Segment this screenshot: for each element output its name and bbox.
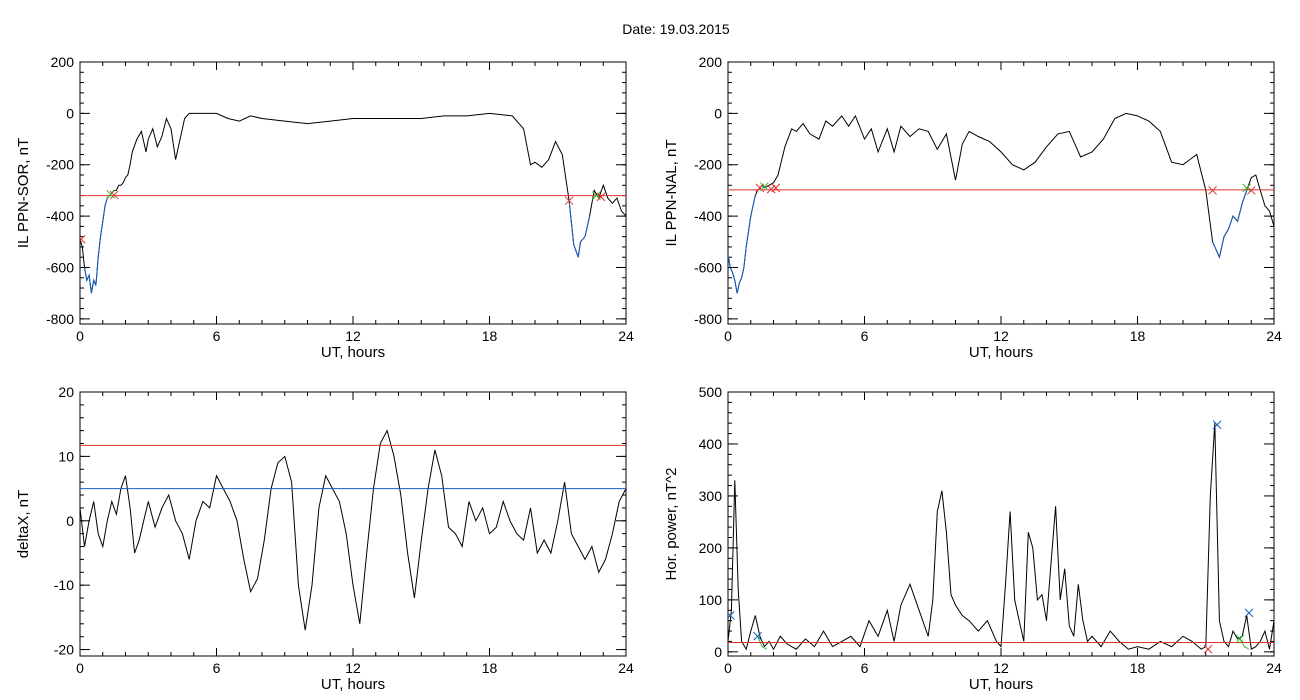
y-axis-label: deltaX, nT — [15, 490, 32, 558]
chart-panel-p4: 0 6 12 18 24 0 100 200 300 400 500 UT, hours Hor. po… — [663, 384, 1282, 693]
data-marker — [1212, 420, 1222, 430]
y-axis-label: IL PPN-NAL, nT — [663, 140, 680, 247]
plot-frame — [727, 391, 1275, 657]
data-marker — [80, 234, 86, 244]
series-line-below-threshold — [568, 200, 591, 258]
plot-area — [728, 112, 1274, 294]
x-tick-label: 12 — [993, 328, 1009, 344]
y-tick-label: -200 — [694, 157, 722, 173]
date-title: Date: 19.03.2015 — [622, 21, 730, 37]
series-line-main — [80, 112, 626, 294]
x-tick-label: 6 — [861, 328, 869, 344]
x-tick-label: 0 — [76, 660, 84, 676]
data-marker — [1244, 608, 1254, 618]
series-line-highlight — [1239, 638, 1250, 650]
x-tick-label: 0 — [724, 660, 732, 676]
y-tick-label: 0 — [714, 105, 722, 121]
x-tick-label: 6 — [213, 660, 221, 676]
data-marker — [760, 182, 769, 191]
x-tick-label: 0 — [724, 328, 732, 344]
y-tick-label: 100 — [699, 592, 723, 608]
x-tick-label: 18 — [482, 660, 498, 676]
x-axis-label: UT, hours — [321, 676, 385, 693]
x-tick-label: 24 — [618, 328, 634, 344]
y-tick-label: 0 — [66, 105, 74, 121]
x-tick-label: 12 — [993, 660, 1009, 676]
data-marker — [1235, 634, 1245, 644]
y-tick-label: 400 — [699, 436, 723, 452]
y-tick-label: -600 — [46, 259, 74, 275]
x-tick-label: 6 — [213, 328, 221, 344]
chart-panel-p3: 0 6 12 18 24 -20 -10 0 10 20 UT, hours deltaX, nT — [15, 384, 634, 693]
x-tick-label: 12 — [345, 328, 361, 344]
y-axis-label: IL PPN-SOR, nT — [15, 138, 32, 248]
x-tick-label: 18 — [1130, 328, 1146, 344]
data-marker — [596, 192, 606, 202]
plot-frame — [727, 61, 1275, 325]
x-tick-label: 18 — [482, 328, 498, 344]
y-tick-label: 10 — [58, 448, 74, 464]
series-line-main — [80, 429, 626, 631]
series-line-main — [728, 423, 1274, 651]
plot-frame — [79, 61, 627, 325]
y-tick-label: -20 — [54, 642, 74, 658]
y-tick-label: -200 — [46, 157, 74, 173]
x-tick-label: 12 — [345, 660, 361, 676]
y-tick-label: 20 — [58, 384, 74, 400]
y-tick-label: -10 — [54, 577, 74, 593]
plot-area — [80, 429, 626, 631]
x-axis-label: UT, hours — [321, 344, 385, 361]
series-line-main — [728, 112, 1274, 294]
x-tick-label: 24 — [1266, 660, 1282, 676]
y-tick-label: -400 — [46, 208, 74, 224]
series-line-below-threshold — [84, 195, 110, 294]
data-marker — [1242, 183, 1252, 193]
y-tick-label: -800 — [46, 311, 74, 327]
x-tick-label: 24 — [618, 660, 634, 676]
data-marker — [109, 190, 119, 200]
x-tick-label: 6 — [861, 660, 869, 676]
plot-area — [80, 112, 626, 294]
y-axis-label: Hor. power, nT^2 — [663, 468, 680, 581]
x-tick-label: 0 — [76, 328, 84, 344]
data-marker — [1246, 186, 1256, 195]
y-tick-label: -600 — [694, 259, 722, 275]
plot-frame — [79, 391, 627, 657]
chart-panel-p1: 0 6 12 18 24 -800 -600 -400 -200 0 200 UT, hours IL … — [15, 54, 634, 361]
chart-panel-p2: 0 6 12 18 24 -800 -600 -400 -200 0 200 UT, hours IL … — [663, 54, 1282, 361]
series-line-below-threshold — [1212, 190, 1248, 259]
y-tick-label: 500 — [699, 384, 723, 400]
data-marker — [1208, 186, 1217, 195]
x-tick-label: 24 — [1266, 328, 1282, 344]
y-tick-label: 0 — [714, 644, 722, 660]
data-marker — [728, 611, 735, 620]
x-axis-label: UT, hours — [969, 676, 1033, 693]
data-marker — [753, 631, 762, 641]
y-tick-label: 200 — [699, 540, 723, 556]
y-tick-label: 300 — [699, 488, 723, 504]
series-line-highlight — [757, 636, 767, 650]
y-tick-label: -800 — [694, 311, 722, 327]
data-marker — [1203, 644, 1213, 654]
x-tick-label: 18 — [1130, 660, 1146, 676]
x-axis-label: UT, hours — [969, 344, 1033, 361]
series-line-below-threshold — [728, 195, 756, 294]
y-tick-label: -400 — [694, 208, 722, 224]
data-marker — [564, 196, 574, 206]
y-tick-label: 200 — [699, 54, 723, 70]
y-tick-label: 0 — [66, 513, 74, 529]
y-tick-label: 200 — [51, 54, 75, 70]
data-marker — [106, 189, 116, 199]
data-marker — [771, 183, 781, 193]
plot-area — [728, 420, 1274, 654]
